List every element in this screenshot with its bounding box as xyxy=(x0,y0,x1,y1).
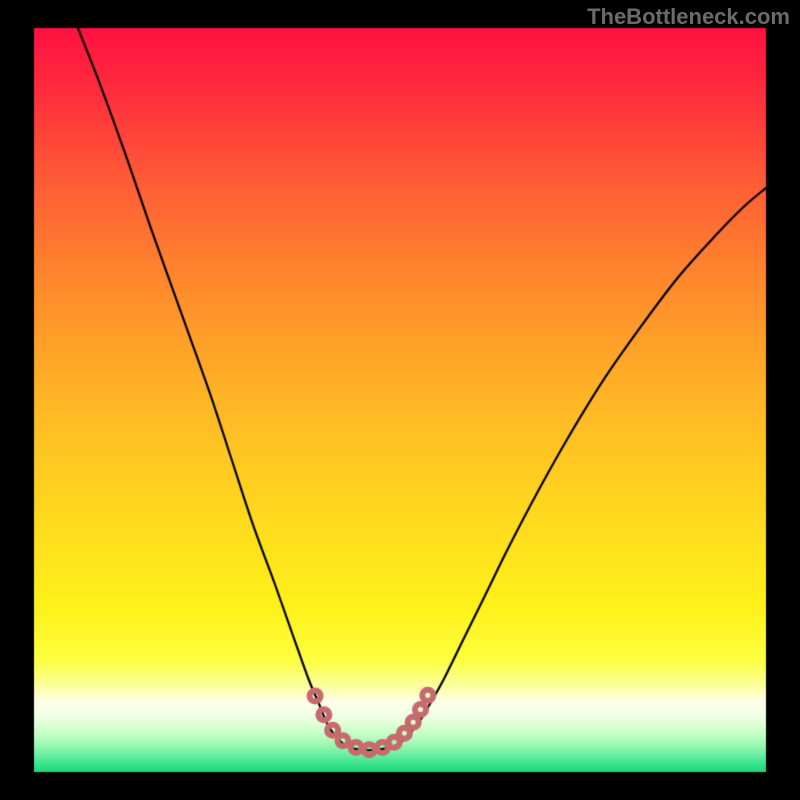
chart-stage: TheBottleneck.com xyxy=(0,0,800,800)
bottleneck-chart-canvas xyxy=(0,0,800,800)
